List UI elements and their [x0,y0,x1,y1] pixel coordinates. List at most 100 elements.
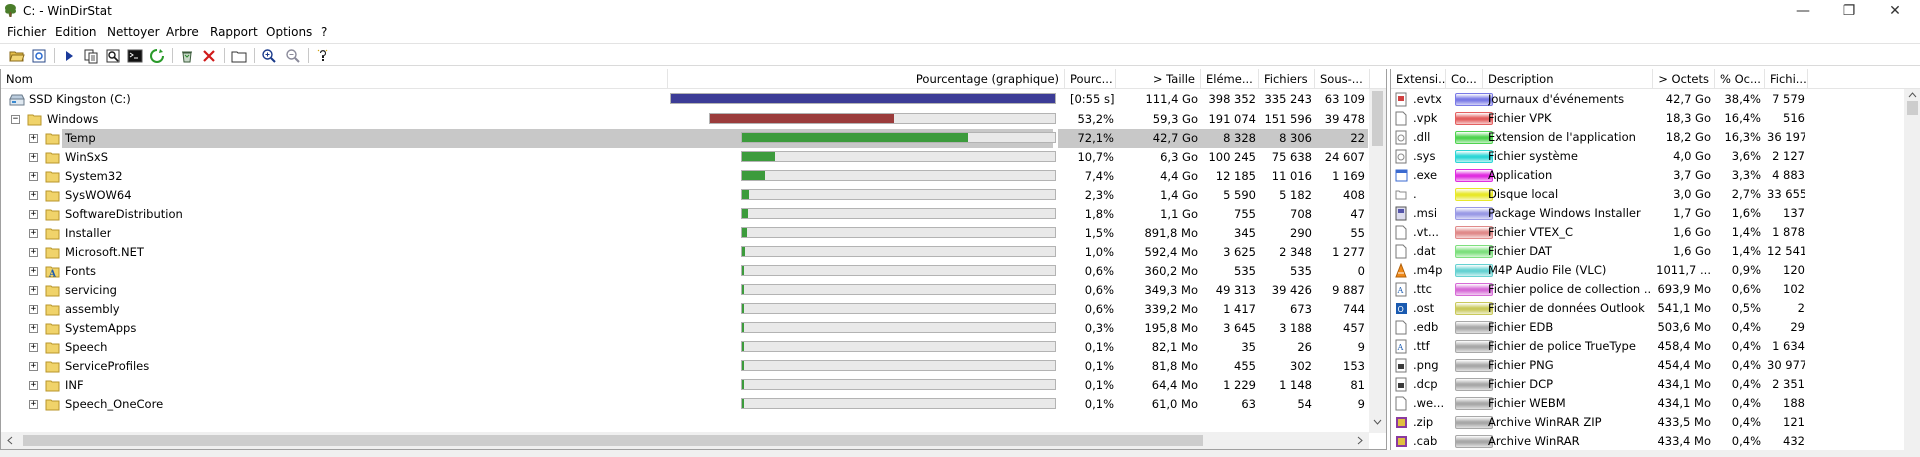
tree-scroll-thumb[interactable] [1372,91,1383,146]
tree-horizontal-scrollbar[interactable] [1,432,1369,449]
copy-icon[interactable] [82,47,100,64]
delete-icon[interactable] [200,47,218,64]
extension-row[interactable]: .dcp Fichier DCP 434,1 Mo 0,4% 2 351 [1391,375,1920,394]
close-button[interactable]: ✕ [1872,0,1918,22]
tree-row[interactable]: + assembly 0,6% 339,2 Mo 1 417 673 744 [1,300,1386,319]
column-header-bytes[interactable]: > Octets [1653,69,1715,89]
new-folder-icon[interactable] [230,47,248,64]
tree-row[interactable]: + SystemApps 0,3% 195,8 Mo 3 645 3 188 457 [1,319,1386,338]
extension-row[interactable]: .png Fichier PNG 454,4 Mo 0,4% 30 977 [1391,356,1920,375]
tree-row[interactable]: + Speech_OneCore 0,1% 61,0 Mo 63 54 9 [1,395,1386,414]
zoom-in-icon[interactable] [260,47,278,64]
command-prompt-icon[interactable] [126,47,144,64]
expand-icon[interactable]: + [29,361,38,371]
extension-row[interactable]: .exe Application 3,7 Go 3,3% 4 883 [1391,166,1920,185]
extension-row[interactable]: .m4p M4P Audio File (VLC) 1011,7 ... 0,9% 12… [1391,261,1920,280]
extension-row[interactable]: .sys Fichier système 4,0 Go 3,6% 2 127 [1391,147,1920,166]
tree-row[interactable]: + Microsoft.NET 1,0% 592,4 Mo 3 625 2 348 1 27… [1,243,1386,262]
minimize-button[interactable]: — [1780,0,1826,22]
menu-fichier[interactable]: Fichier [7,25,47,39]
extension-row[interactable]: .edb Fichier EDB 503,6 Mo 0,4% 29 [1391,318,1920,337]
refresh-icon[interactable] [30,47,48,64]
recycle-icon[interactable] [178,47,196,64]
scroll-left-arrow-icon[interactable] [7,436,13,445]
tree-row-selected[interactable]: + Temp 72,1% 42,7 Go 8 328 8 306 22 [1,129,1386,148]
tree-row[interactable]: + servicing 0,6% 349,3 Mo 49 313 39 426 9 887 [1,281,1386,300]
extension-row[interactable]: .msi Package Windows Installer 1,7 Go 1,6% 1… [1391,204,1920,223]
play-icon[interactable] [60,47,78,64]
column-header-extension[interactable]: Extensi... [1391,69,1446,89]
extension-row[interactable]: .evtx Journaux d'événements 42,7 Go 38,4% 7 … [1391,90,1920,109]
menu-arbre[interactable]: Arbre [166,25,199,39]
extension-files: 102 [1783,282,1805,296]
expand-icon[interactable]: + [29,323,38,333]
extension-row[interactable]: A .ttf Fichier de police TrueType 458,4 Mo 0… [1391,337,1920,356]
column-header-subdirs[interactable]: Sous-... [1315,69,1370,89]
column-header-items[interactable]: Eléme... [1201,69,1259,89]
extension-row[interactable]: . Disque local 3,0 Go 2,7% 33 655 [1391,185,1920,204]
column-header-files[interactable]: Fichiers [1259,69,1315,89]
extension-row[interactable]: .dll Extension de l'application 18,2 Go 16,… [1391,128,1920,147]
tree-row[interactable]: − Windows 53,2% 59,3 Go 191 074 151 596 39 478 [1,110,1386,129]
expand-icon[interactable]: + [29,209,38,219]
extension-row[interactable]: A .ttc Fichier police de collection ... 693… [1391,280,1920,299]
expand-icon[interactable]: + [29,247,38,257]
tree-row[interactable]: + Installer 1,5% 891,8 Mo 345 290 55 [1,224,1386,243]
maximize-button[interactable]: ❐ [1826,0,1872,22]
menu-options[interactable]: Options [266,25,313,39]
expand-icon[interactable]: + [29,152,38,162]
open-icon[interactable] [8,47,26,64]
expand-icon[interactable]: + [29,133,38,143]
refresh-selected-icon[interactable] [148,47,166,64]
expand-icon[interactable]: + [29,190,38,200]
menu-edition[interactable]: Edition [55,25,97,39]
tree-row[interactable]: + SoftwareDistribution 1,8% 1,1 Go 755 708 47 [1,205,1386,224]
expand-icon[interactable]: + [29,342,38,352]
extension-row[interactable]: .vpk Fichier VPK 18,3 Go 16,4% 516 [1391,109,1920,128]
explorer-icon[interactable] [104,47,122,64]
tree-row[interactable]: + INF 0,1% 64,4 Mo 1 229 1 148 81 [1,376,1386,395]
column-header-name[interactable]: Nom [1,69,668,89]
column-header-percent-bytes[interactable]: % Oc... [1715,69,1765,89]
scroll-down-arrow-icon[interactable] [1373,419,1382,425]
column-header-ext-files[interactable]: Fichi... [1765,69,1808,89]
menu-help[interactable]: ? [321,25,328,39]
tree-row[interactable]: SSD Kingston (C:) [0:55 s] 111,4 Go 398 352… [1,90,1386,109]
zoom-out-icon[interactable] [284,47,302,64]
extension-row[interactable]: O .ost Fichier de données Outlook 541,1 Mo 0… [1391,299,1920,318]
expand-icon[interactable]: + [29,399,38,409]
column-header-description[interactable]: Description [1483,69,1653,89]
tree-row[interactable]: + SysWOW64 2,3% 1,4 Go 5 590 5 182 408 [1,186,1386,205]
collapse-icon[interactable]: − [11,114,20,124]
column-header-color[interactable]: Co... [1446,69,1483,89]
expand-icon[interactable]: + [29,171,38,181]
tree-row[interactable]: + Speech 0,1% 82,1 Mo 35 26 9 [1,338,1386,357]
tree-hscroll-thumb[interactable] [23,435,1203,446]
menu-nettoyer[interactable]: Nettoyer [107,25,160,39]
extension-row[interactable]: .dat Fichier DAT 1,6 Go 1,4% 12 541 [1391,242,1920,261]
extension-row[interactable]: .we... Fichier WEBM 434,1 Mo 0,4% 188 [1391,394,1920,413]
column-header-percent-graph[interactable]: Pourcentage (graphique) [668,69,1065,89]
tree-row[interactable]: + System32 7,4% 4,4 Go 12 185 11 016 1 169 [1,167,1386,186]
tree-row[interactable]: + ServiceProfiles 0,1% 81,8 Mo 455 302 153 [1,357,1386,376]
scroll-right-arrow-icon[interactable] [1357,436,1363,445]
tree-row[interactable]: + A Fonts 0,6% 360,2 Mo 535 535 0 [1,262,1386,281]
ext-scroll-up-arrow-icon[interactable] [1908,92,1917,98]
extension-row[interactable]: .vt... Fichier VTEX_C 1,6 Go 1,4% 1 878 [1391,223,1920,242]
menu-rapport[interactable]: Rapport [210,25,258,39]
expand-icon[interactable]: + [29,266,38,276]
expand-icon[interactable]: + [29,228,38,238]
ext-scroll-thumb[interactable] [1907,101,1918,115]
extension-row[interactable]: .zip Archive WinRAR ZIP 433,5 Mo 0,4% 121 [1391,413,1920,432]
expand-icon[interactable]: + [29,285,38,295]
column-header-size[interactable]: > Taille [1116,69,1201,89]
expand-icon[interactable]: + [29,304,38,314]
extension-description: Fichier VTEX_C [1488,225,1574,239]
expand-icon[interactable]: + [29,380,38,390]
tree-row[interactable]: + WinSxS 10,7% 6,3 Go 100 245 75 638 24 607 [1,148,1386,167]
column-header-percent[interactable]: Pourc... [1065,69,1116,89]
tree-vertical-scrollbar[interactable] [1369,89,1386,433]
extension-row[interactable]: .cab Archive WinRAR 433,4 Mo 0,4% 432 [1391,432,1920,450]
extension-vertical-scrollbar[interactable] [1904,89,1920,450]
help-icon[interactable] [314,47,332,64]
